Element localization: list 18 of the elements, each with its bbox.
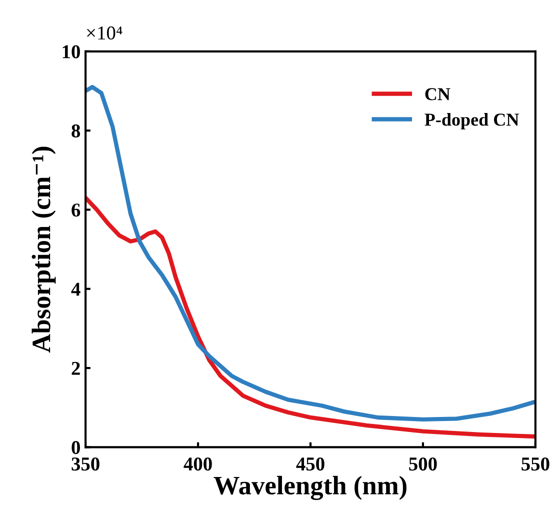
y-tick-label: 4 (71, 282, 80, 296)
x-tick-label: 550 (522, 457, 550, 471)
y-tick-label: 10 (62, 45, 80, 58)
x-axis-title: Wavelength (nm) (214, 476, 406, 500)
y-tick-label: 2 (72, 362, 80, 375)
y-tick-label: 6 (72, 204, 80, 217)
y-axis-title: Absorption (cm⁻¹) (32, 146, 56, 353)
legend-label: CN (425, 88, 450, 100)
legend-label: P-doped CN (424, 113, 519, 130)
x-tick-label: 500 (409, 457, 437, 471)
x-tick-label: 350 (72, 457, 100, 471)
y-tick-label: 8 (72, 124, 80, 138)
line-series (86, 84, 536, 422)
y-tick-label: 0 (72, 440, 80, 454)
x-tick-label: 450 (296, 457, 324, 471)
text: ×10⁴ (87, 26, 122, 40)
x-tick-label: 400 (184, 457, 212, 471)
line-series (86, 196, 536, 439)
